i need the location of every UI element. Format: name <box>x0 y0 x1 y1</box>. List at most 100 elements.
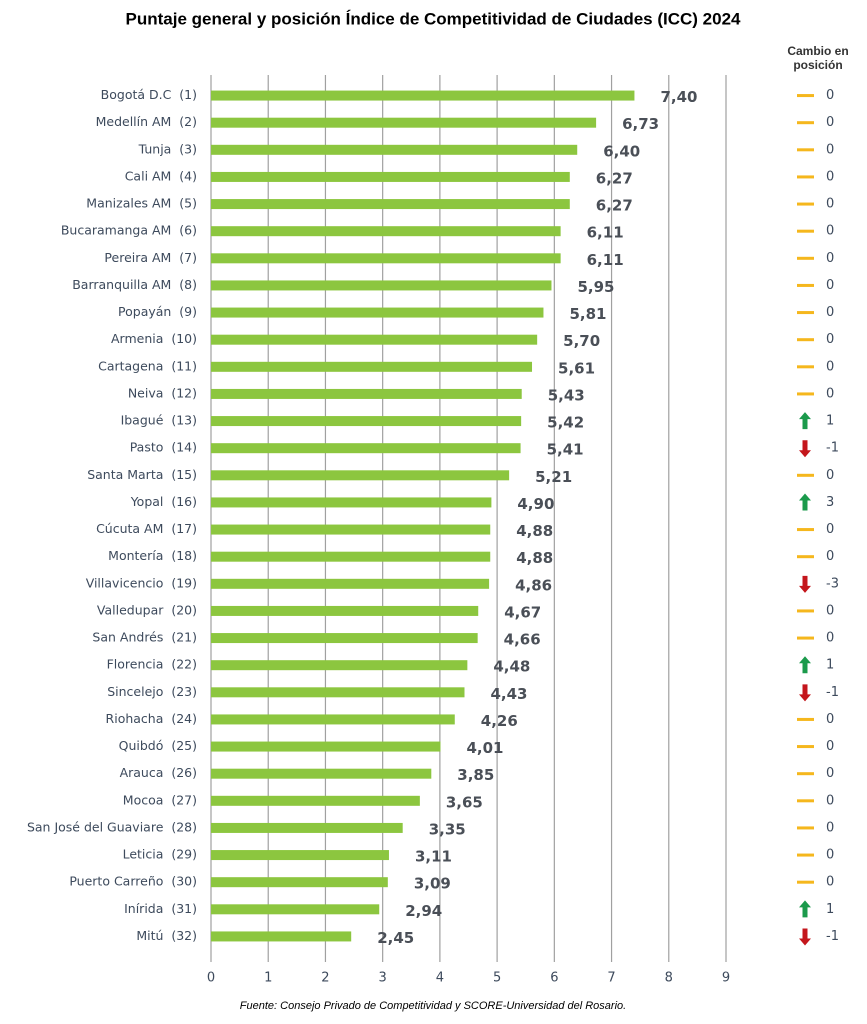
bar <box>211 578 490 589</box>
change-none-icon <box>797 229 814 233</box>
change-header-box: Cambio en posición <box>787 44 849 72</box>
bar <box>211 307 544 318</box>
category-label: Cali AM (4) <box>125 168 197 183</box>
value-label: 4,67 <box>504 603 541 621</box>
change-none-icon <box>797 256 814 260</box>
change-none-icon <box>797 473 814 477</box>
bar <box>211 795 420 806</box>
value-label: 6,27 <box>596 169 633 187</box>
value-label: 6,73 <box>622 115 659 133</box>
category-label: Yopal (16) <box>130 494 197 509</box>
change-down-icon <box>799 575 811 593</box>
change-label: 0 <box>826 142 834 157</box>
value-label: 4,66 <box>504 631 541 649</box>
value-label: 3,35 <box>429 820 466 838</box>
change-label: -1 <box>826 441 839 456</box>
value-label: 6,27 <box>596 197 633 215</box>
bar <box>211 171 570 182</box>
bar <box>211 551 491 562</box>
bar <box>211 524 491 535</box>
bar <box>211 931 352 942</box>
change-label: -3 <box>826 576 839 591</box>
bar <box>211 280 552 291</box>
change-label: 0 <box>826 251 834 266</box>
value-label: 5,81 <box>569 305 606 323</box>
bar <box>211 904 380 915</box>
change-none-icon <box>797 175 814 179</box>
category-label: Mocoa (27) <box>123 792 197 807</box>
value-label: 5,95 <box>577 278 614 296</box>
value-label: 4,90 <box>517 495 554 513</box>
bar <box>211 388 522 399</box>
change-none-icon <box>797 772 814 776</box>
change-header: Cambio en posición <box>787 44 849 72</box>
bar <box>211 361 533 372</box>
value-label: 5,42 <box>547 414 584 432</box>
change-none-icon <box>797 121 814 125</box>
value-label: 4,88 <box>516 522 553 540</box>
value-label: 5,61 <box>558 359 595 377</box>
bar <box>211 741 441 752</box>
category-label: Mitú (32) <box>136 928 197 943</box>
category-label: Pasto (14) <box>130 440 197 455</box>
change-none-icon <box>797 799 814 803</box>
change-label: 0 <box>826 359 834 374</box>
bar <box>211 633 478 644</box>
value-label: 4,01 <box>466 739 503 757</box>
change-label: -1 <box>826 929 839 944</box>
source-note: Fuente: Consejo Privado de Competitivida… <box>240 1000 626 1012</box>
change-none-icon <box>797 717 814 721</box>
change-none-icon <box>797 745 814 749</box>
bar <box>211 660 468 671</box>
change-label: 0 <box>826 766 834 781</box>
category-label: Ibagué (13) <box>121 413 197 428</box>
change-none-icon <box>797 283 814 287</box>
value-label: 4,48 <box>493 658 530 676</box>
change-label: 3 <box>826 495 834 510</box>
bar <box>211 714 455 725</box>
value-label: 4,26 <box>481 712 518 730</box>
change-label: 0 <box>826 848 834 863</box>
change-up-icon <box>799 900 811 918</box>
change-label: 0 <box>826 739 834 754</box>
change-none-icon <box>797 880 814 884</box>
value-label: 3,65 <box>446 793 483 811</box>
x-tick-label: 2 <box>321 971 329 986</box>
category-label: Quibdó (25) <box>119 738 197 753</box>
value-label: 6,11 <box>587 251 624 269</box>
bar <box>211 117 597 128</box>
category-label: Popayán (9) <box>118 304 197 319</box>
change-label: 0 <box>826 603 834 618</box>
change-none-icon <box>797 853 814 857</box>
bar <box>211 416 522 427</box>
category-label: Tunja (3) <box>138 141 197 156</box>
change-label: -1 <box>826 685 839 700</box>
change-up-icon <box>799 412 811 430</box>
value-label: 7,40 <box>660 88 697 106</box>
category-label: Medellín AM (2) <box>96 114 197 129</box>
category-label: Leticia (29) <box>123 847 197 862</box>
category-label: Cartagena (11) <box>98 358 197 373</box>
change-none-icon <box>797 148 814 152</box>
category-label: Sincelejo (23) <box>107 684 197 699</box>
change-label: 1 <box>826 414 834 429</box>
x-tick-label: 0 <box>207 971 215 986</box>
change-label: 0 <box>826 332 834 347</box>
bar <box>211 877 388 888</box>
change-label: 0 <box>826 522 834 537</box>
value-label: 4,43 <box>490 685 527 703</box>
change-none-icon <box>797 94 814 98</box>
value-label: 4,88 <box>516 549 553 567</box>
change-none-icon <box>797 311 814 315</box>
bar <box>211 768 432 779</box>
x-tick-label: 7 <box>607 971 615 986</box>
value-label: 3,85 <box>457 766 494 784</box>
category-label: Cúcuta AM (17) <box>96 521 197 536</box>
change-label: 1 <box>826 658 834 673</box>
change-up-icon <box>799 656 811 674</box>
bar <box>211 144 578 155</box>
x-tick-label: 9 <box>722 971 730 986</box>
change-label: 0 <box>826 278 834 293</box>
change-none-icon <box>797 365 814 369</box>
